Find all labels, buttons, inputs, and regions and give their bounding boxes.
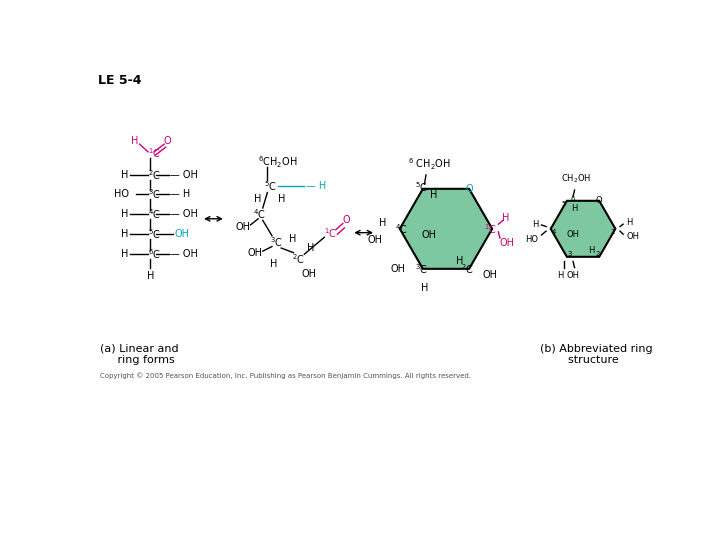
Text: — OH: — OH [171, 170, 198, 180]
Text: — H: — H [306, 181, 326, 192]
Text: OH: OH [483, 270, 498, 280]
Text: H: H [122, 229, 129, 239]
Text: $^3$C: $^3$C [148, 187, 161, 201]
Text: $^3$C: $^3$C [270, 235, 283, 249]
Text: O: O [596, 197, 603, 205]
Text: OH: OH [175, 229, 190, 239]
Text: OH: OH [566, 231, 579, 239]
Text: $^6$CH$_2$OH: $^6$CH$_2$OH [258, 154, 298, 170]
Text: $^1$C: $^1$C [484, 222, 497, 235]
Text: H: H [147, 271, 154, 281]
Text: H: H [254, 194, 262, 204]
Text: H: H [532, 220, 539, 229]
Text: — OH: — OH [171, 209, 198, 219]
Text: OH: OH [368, 234, 383, 245]
Text: H: H [430, 190, 437, 200]
Text: — OH: — OH [171, 249, 198, 259]
Text: HO: HO [526, 235, 539, 244]
Text: Copyright © 2005 Pearson Education, Inc. Publishing as Pearson Benjamin Cummings: Copyright © 2005 Pearson Education, Inc.… [99, 373, 470, 380]
Text: OH: OH [500, 238, 515, 248]
Text: CH$_2$OH: CH$_2$OH [561, 173, 591, 185]
Text: H: H [626, 218, 633, 227]
Text: OH: OH [301, 269, 316, 279]
Text: OH: OH [626, 232, 639, 241]
Text: (b) Abbreviated ring
        structure: (b) Abbreviated ring structure [540, 343, 652, 365]
Text: 5: 5 [561, 200, 565, 207]
Text: H: H [420, 282, 428, 293]
Text: OH: OH [567, 271, 580, 280]
Text: $^4$C: $^4$C [148, 207, 161, 221]
Text: $^2$C: $^2$C [292, 252, 305, 266]
Text: 2: 2 [595, 251, 600, 257]
Text: H: H [131, 136, 139, 146]
Text: $^3$C: $^3$C [415, 262, 428, 276]
Text: H: H [572, 204, 577, 213]
Text: $^4$C: $^4$C [395, 222, 408, 235]
Text: HO: HO [114, 189, 129, 199]
Text: 3: 3 [567, 251, 572, 257]
Text: H: H [557, 271, 564, 280]
Text: H: H [307, 243, 315, 253]
Text: H: H [503, 213, 510, 223]
Text: H: H [122, 209, 129, 219]
Text: LE 5-4: LE 5-4 [98, 74, 141, 87]
Text: OH: OH [421, 230, 436, 240]
Text: $^4$C: $^4$C [253, 207, 266, 221]
Text: H: H [379, 218, 386, 228]
Text: H: H [122, 249, 129, 259]
Text: 4: 4 [552, 228, 556, 234]
Text: 6: 6 [571, 196, 575, 202]
Text: H: H [270, 259, 277, 269]
Text: 1: 1 [611, 228, 615, 234]
Text: O: O [163, 136, 171, 146]
Text: H: H [289, 234, 297, 244]
Text: H: H [456, 256, 464, 266]
Text: $^6$ CH$_2$OH: $^6$ CH$_2$OH [408, 156, 451, 172]
Polygon shape [400, 189, 492, 269]
Text: $^6$C: $^6$C [148, 247, 161, 261]
Text: H: H [588, 246, 595, 255]
Text: $^5$C: $^5$C [264, 180, 277, 193]
Text: $^2$C: $^2$C [148, 168, 161, 182]
Text: — H: — H [171, 189, 191, 199]
Text: $^2$C: $^2$C [461, 262, 474, 276]
Text: (a) Linear and
     ring forms: (a) Linear and ring forms [99, 343, 178, 365]
Text: H: H [278, 194, 286, 204]
Polygon shape [551, 201, 616, 257]
Text: O: O [465, 184, 473, 194]
Text: $^1$C: $^1$C [148, 146, 161, 160]
Text: $^1$C: $^1$C [324, 226, 337, 240]
Text: $^5$C: $^5$C [415, 180, 428, 194]
Text: O: O [342, 215, 350, 225]
Text: H: H [122, 170, 129, 180]
Text: $^5$C: $^5$C [148, 227, 161, 241]
Text: OH: OH [391, 264, 406, 274]
Text: OH: OH [235, 221, 251, 232]
Text: OH: OH [248, 248, 263, 258]
